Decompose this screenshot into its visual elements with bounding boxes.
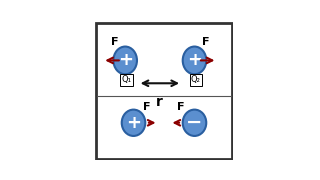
Text: +: + <box>187 51 202 69</box>
Ellipse shape <box>113 47 137 74</box>
Text: Q₁: Q₁ <box>122 75 132 84</box>
Text: $\mathbf{r}$: $\mathbf{r}$ <box>156 95 164 109</box>
Ellipse shape <box>122 110 145 136</box>
Text: Q₂: Q₂ <box>191 75 201 84</box>
Text: +: + <box>118 51 133 69</box>
Text: F: F <box>111 37 118 47</box>
Text: F: F <box>143 102 151 112</box>
Text: F: F <box>202 37 209 47</box>
Text: −: − <box>186 113 203 132</box>
Text: F: F <box>177 102 185 112</box>
Ellipse shape <box>183 110 206 136</box>
Ellipse shape <box>183 47 206 74</box>
Text: +: + <box>126 114 141 132</box>
